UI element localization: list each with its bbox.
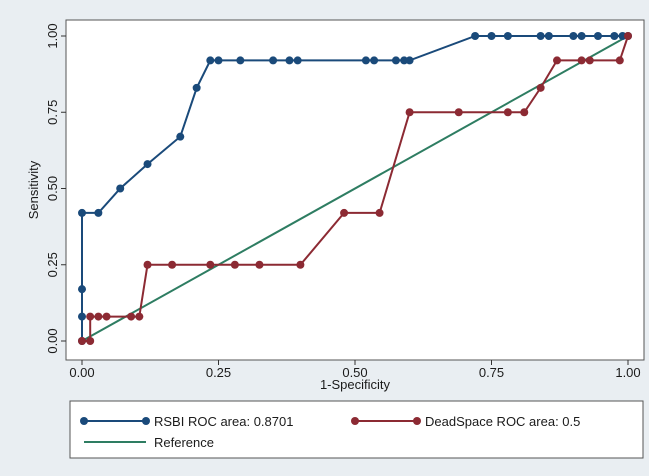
- x-tick-label: 0.00: [69, 365, 94, 380]
- data-point: [94, 312, 103, 321]
- data-point: [577, 56, 586, 65]
- data-point: [127, 312, 136, 321]
- data-point: [624, 32, 632, 40]
- axes: 0.00 0.25 0.50 0.75 1.00 0.00 0.25 0.50 0.75 1.00: [45, 23, 641, 380]
- data-point: [236, 56, 245, 65]
- data-point: [375, 208, 384, 217]
- legend-marker: [413, 417, 421, 425]
- data-point: [86, 337, 95, 345]
- data-point: [553, 56, 562, 65]
- data-point: [503, 32, 512, 40]
- data-point: [370, 56, 379, 65]
- y-tick-label: 0.25: [45, 252, 60, 277]
- plot-area: [65, 19, 645, 361]
- data-point: [585, 56, 594, 65]
- data-point: [405, 108, 414, 117]
- data-point: [94, 208, 103, 217]
- x-tick-label: 1.00: [615, 365, 640, 380]
- data-point: [361, 56, 370, 65]
- data-point: [176, 132, 185, 141]
- x-tick-label: 0.25: [206, 365, 231, 380]
- data-point: [116, 184, 125, 193]
- y-axis-title: Sensitivity: [26, 160, 41, 219]
- data-point: [405, 56, 414, 65]
- y-tick-label: 0.50: [45, 176, 60, 201]
- legend-label: DeadSpace ROC area: 0.5: [425, 414, 580, 429]
- data-point: [391, 56, 400, 65]
- data-point: [610, 32, 619, 40]
- legend-marker: [351, 417, 359, 425]
- x-tick-label: 0.75: [479, 365, 504, 380]
- series-layer: [78, 32, 632, 345]
- data-point: [293, 56, 302, 65]
- data-point: [78, 312, 86, 321]
- y-tick-label: 0.75: [45, 100, 60, 125]
- legend-marker: [80, 417, 88, 425]
- data-point: [78, 208, 86, 217]
- data-point: [593, 32, 602, 40]
- data-point: [135, 312, 144, 321]
- legend-box: [69, 400, 644, 459]
- data-point: [340, 208, 349, 217]
- data-point: [206, 260, 215, 269]
- x-tick-label: 0.50: [342, 365, 367, 380]
- data-point: [544, 32, 553, 40]
- legend-label: RSBI ROC area: 0.8701: [154, 414, 293, 429]
- data-point: [487, 32, 496, 40]
- legend-label: Reference: [154, 435, 214, 450]
- legend-marker: [142, 417, 150, 425]
- data-point: [255, 260, 264, 269]
- data-point: [192, 83, 201, 92]
- x-axis-title: 1-Specificity: [320, 377, 391, 392]
- data-point: [78, 337, 86, 345]
- data-point: [143, 160, 152, 169]
- data-point: [471, 32, 480, 40]
- data-point: [143, 260, 152, 269]
- data-point: [536, 32, 545, 40]
- data-point: [78, 285, 86, 294]
- data-point: [577, 32, 586, 40]
- data-point: [296, 260, 305, 269]
- data-point: [102, 312, 111, 321]
- data-point: [230, 260, 239, 269]
- data-point: [569, 32, 578, 40]
- data-point: [536, 83, 545, 92]
- data-point: [86, 312, 95, 321]
- legend: RSBI ROC area: 0.8701 DeadSpace ROC area:…: [80, 414, 580, 450]
- y-tick-label: 1.00: [45, 23, 60, 48]
- data-point: [214, 56, 223, 65]
- data-point: [454, 108, 463, 117]
- data-point: [168, 260, 177, 269]
- data-point: [285, 56, 294, 65]
- data-point: [206, 56, 215, 65]
- y-tick-label: 0.00: [45, 328, 60, 353]
- data-point: [615, 56, 624, 65]
- data-point: [269, 56, 278, 65]
- data-point: [520, 108, 529, 117]
- data-point: [503, 108, 512, 117]
